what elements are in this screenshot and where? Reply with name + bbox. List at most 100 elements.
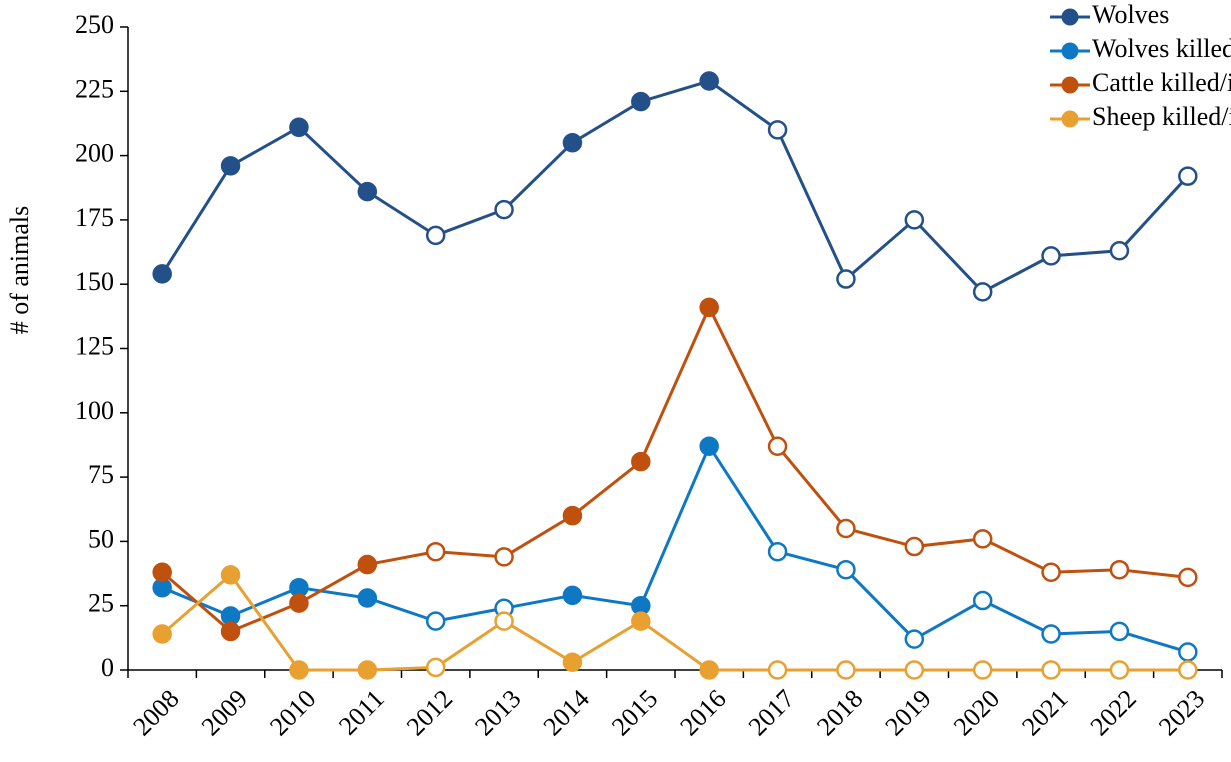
data-point: [631, 91, 651, 112]
data-point: [972, 660, 993, 680]
x-tick-label: 2022: [1085, 684, 1142, 741]
x-tick-label: 2018: [811, 684, 868, 741]
data-point: [494, 547, 514, 567]
x-tick-label: 2023: [1153, 684, 1210, 741]
series-line: [161, 443, 1189, 654]
data-point: [1109, 241, 1130, 261]
data-point: [836, 559, 856, 580]
data-point: [220, 565, 241, 585]
data-point: [1109, 621, 1130, 642]
data-point: [767, 541, 788, 562]
series-line: [161, 572, 1188, 672]
data-point: [425, 541, 446, 562]
data-point: [972, 529, 993, 549]
data-point: [357, 660, 378, 680]
x-tick-label: 2015: [606, 684, 663, 741]
legend-label: Cattle killed/injured: [1092, 68, 1231, 97]
data-point: [289, 593, 309, 613]
y-tick-label: 25: [88, 589, 114, 618]
y-tick-label: 150: [75, 267, 114, 296]
data-point: [904, 629, 925, 649]
data-point: [562, 585, 583, 606]
data-point: [289, 660, 309, 680]
data-point: [904, 660, 925, 680]
x-tick-label: 2020: [948, 684, 1005, 741]
data-point: [220, 621, 241, 642]
data-point: [357, 181, 378, 202]
data-point: [699, 660, 719, 680]
x-tick-label: 2010: [264, 684, 321, 741]
data-point: [1109, 559, 1130, 580]
x-tick-label: 2008: [127, 684, 184, 741]
data-point: [1178, 642, 1198, 662]
data-point: [1041, 624, 1061, 644]
series-line: [160, 79, 1189, 294]
y-tick-label: 225: [75, 74, 114, 103]
data-point: [152, 562, 172, 583]
data-point: [289, 117, 309, 138]
y-tick-label: 100: [75, 396, 114, 425]
data-point: [904, 536, 925, 557]
data-point: [220, 156, 241, 176]
series-line: [161, 303, 1188, 634]
data-point: [972, 590, 993, 611]
legend-label: Sheep killed/injured: [1092, 102, 1231, 131]
data-point: [1041, 246, 1061, 266]
data-point: [1178, 660, 1198, 680]
x-tick-label: 2014: [538, 684, 595, 741]
x-tick-label: 2019: [880, 684, 937, 741]
x-tick-label: 2017: [743, 684, 800, 741]
y-tick-label: 200: [75, 139, 114, 168]
data-point: [836, 660, 856, 680]
data-point: [767, 436, 788, 456]
legend-marker: [1061, 42, 1079, 60]
data-point: [699, 71, 719, 91]
data-point: [562, 652, 583, 673]
data-point: [1178, 567, 1198, 588]
legend-label: Wolves: [1092, 0, 1169, 29]
data-point: [357, 554, 378, 575]
data-point: [152, 624, 172, 644]
x-tick-label: 2012: [401, 684, 458, 741]
data-point: [631, 451, 651, 472]
legend-marker: [1061, 76, 1079, 94]
x-tick-label: 2009: [196, 684, 253, 741]
x-tick-label: 2016: [674, 684, 731, 741]
data-point: [631, 611, 651, 631]
data-point: [836, 269, 856, 289]
data-point: [972, 282, 993, 302]
data-point: [152, 264, 172, 284]
data-point: [836, 518, 856, 539]
data-point: [494, 611, 514, 631]
y-axis-label: # of animals: [5, 206, 34, 335]
data-point: [1178, 166, 1198, 186]
data-point: [767, 120, 788, 140]
data-point: [1041, 660, 1061, 680]
data-point: [562, 505, 583, 526]
data-point: [1041, 562, 1061, 583]
legend-marker: [1061, 110, 1079, 128]
data-point: [562, 132, 583, 153]
legend-label: Wolves killed: [1092, 34, 1231, 63]
data-point: [357, 588, 378, 608]
data-point: [767, 660, 788, 680]
x-tick-label: 2021: [1016, 684, 1073, 741]
legend-marker: [1061, 8, 1079, 26]
data-point: [425, 657, 446, 678]
y-tick-label: 125: [75, 331, 114, 360]
x-tick-label: 2013: [469, 684, 526, 741]
y-tick-label: 50: [88, 524, 114, 553]
data-point: [425, 611, 446, 631]
data-point: [904, 210, 925, 230]
y-tick-label: 0: [101, 653, 114, 682]
data-point: [1109, 660, 1130, 680]
x-tick-label: 2011: [333, 684, 390, 741]
data-point: [425, 225, 446, 246]
data-point: [699, 436, 719, 456]
data-point: [699, 297, 719, 318]
y-tick-label: 75: [88, 460, 114, 489]
data-point: [494, 199, 514, 220]
y-tick-label: 250: [75, 10, 114, 39]
y-tick-label: 175: [75, 203, 114, 232]
